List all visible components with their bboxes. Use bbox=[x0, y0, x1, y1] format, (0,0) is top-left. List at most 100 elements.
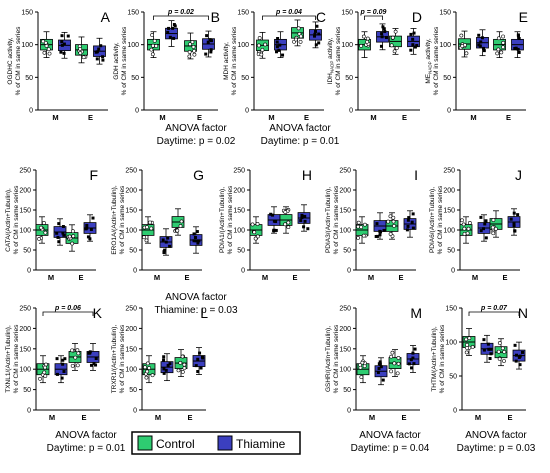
y-tick-label: 200 bbox=[125, 326, 137, 333]
point-thiamine bbox=[55, 372, 59, 376]
panel-D: 0 50 100 150 IDHNADP activity,% of CM in sam… bbox=[327, 9, 422, 122]
y-axis-label-line1: IDH bbox=[327, 73, 334, 85]
point-thiamine bbox=[60, 43, 64, 47]
point-control bbox=[37, 237, 42, 241]
point-control bbox=[392, 49, 397, 54]
y-tick-label: 0 bbox=[451, 268, 455, 275]
point-control bbox=[365, 39, 370, 44]
point-control bbox=[38, 376, 42, 381]
point-thiamine bbox=[514, 353, 518, 357]
point-thiamine bbox=[313, 32, 317, 36]
point-control bbox=[182, 362, 187, 367]
point-thiamine bbox=[172, 36, 176, 40]
point-control bbox=[151, 43, 155, 48]
point-thiamine bbox=[281, 53, 285, 57]
point-thiamine bbox=[197, 239, 201, 243]
point-thiamine bbox=[313, 34, 317, 38]
y-tick-label: 100 bbox=[233, 228, 245, 235]
sig-bracket bbox=[42, 311, 94, 316]
point-control bbox=[149, 226, 154, 231]
legend: Control Thiamine bbox=[131, 431, 301, 455]
point-control bbox=[499, 50, 504, 55]
point-thiamine bbox=[409, 48, 413, 52]
point-control bbox=[154, 44, 159, 48]
point-thiamine bbox=[63, 357, 67, 361]
point-control bbox=[359, 225, 364, 230]
point-thiamine bbox=[483, 222, 487, 226]
point-thiamine bbox=[300, 216, 304, 220]
point-control bbox=[143, 365, 147, 370]
point-thiamine bbox=[198, 351, 202, 355]
y-axis-label: GDH activity,% of CM in same series bbox=[113, 26, 128, 95]
point-thiamine bbox=[484, 219, 488, 223]
x-tick-label: M bbox=[48, 273, 54, 282]
point-control bbox=[78, 46, 83, 51]
y-tick-label: 250 bbox=[19, 306, 31, 313]
point-thiamine bbox=[407, 362, 411, 366]
x-tick-label: E bbox=[507, 413, 512, 422]
y-tick-label: 100 bbox=[443, 228, 455, 235]
point-thiamine bbox=[411, 43, 415, 47]
y-axis-label: MDH activity,% of CM in same series bbox=[223, 26, 238, 95]
legend-label-thiamine: Thiamine bbox=[236, 437, 286, 451]
point-control bbox=[191, 44, 196, 49]
point-control bbox=[466, 226, 471, 231]
anova-note-line1: ANOVA factor bbox=[359, 430, 421, 441]
y-tick-label: 100 bbox=[237, 42, 249, 49]
sig-label: p = 0.07 bbox=[480, 305, 508, 312]
point-control bbox=[286, 220, 291, 225]
point-control bbox=[389, 43, 394, 48]
y-tick-label: 250 bbox=[233, 168, 245, 175]
point-control bbox=[43, 365, 47, 370]
point-thiamine bbox=[509, 217, 513, 221]
point-thiamine bbox=[516, 47, 520, 51]
x-tick-label: E bbox=[402, 113, 407, 122]
point-thiamine bbox=[172, 23, 176, 27]
point-thiamine bbox=[380, 35, 384, 39]
y-tick-label: 150 bbox=[127, 10, 139, 17]
point-control bbox=[190, 40, 195, 44]
point-thiamine bbox=[482, 49, 486, 53]
y-tick-label: 0 bbox=[245, 108, 249, 115]
point-control bbox=[390, 350, 395, 355]
x-tick-label: M bbox=[154, 273, 160, 282]
y-tick-label: 50 bbox=[449, 374, 457, 381]
y-axis-label-line1: OGDHC activity, bbox=[7, 37, 14, 84]
point-control bbox=[294, 37, 298, 42]
point-thiamine bbox=[162, 371, 166, 375]
y-tick-label: 250 bbox=[125, 168, 137, 175]
point-thiamine bbox=[205, 34, 209, 38]
point-thiamine bbox=[275, 45, 279, 49]
point-control bbox=[496, 349, 501, 354]
point-control bbox=[396, 361, 401, 366]
y-axis-label: ERO1A/(Actin+Tubulin),% of CM in same se… bbox=[111, 185, 126, 255]
y-axis-label-line1: PDIA1/(Actin+Tubulin), bbox=[219, 187, 226, 253]
point-control bbox=[360, 360, 365, 365]
point-thiamine bbox=[272, 228, 276, 232]
point-thiamine bbox=[413, 45, 417, 49]
y-tick-label: 0 bbox=[453, 408, 457, 415]
point-control bbox=[356, 236, 361, 240]
x-tick-label: E bbox=[197, 113, 202, 122]
point-thiamine bbox=[164, 240, 168, 244]
point-thiamine bbox=[512, 224, 516, 228]
point-thiamine bbox=[57, 240, 61, 244]
x-tick-label: E bbox=[401, 413, 406, 422]
point-thiamine bbox=[313, 29, 317, 33]
point-control bbox=[496, 47, 501, 52]
point-control bbox=[67, 234, 72, 239]
point-thiamine bbox=[168, 35, 172, 39]
point-thiamine bbox=[378, 233, 382, 237]
y-axis-label: THTM/(Actin+Tubulin),% of CM in same ser… bbox=[431, 324, 446, 393]
point-thiamine bbox=[55, 357, 59, 361]
panel-letter: B bbox=[211, 9, 220, 25]
point-control bbox=[394, 46, 399, 50]
point-thiamine bbox=[406, 218, 410, 222]
point-control bbox=[462, 232, 467, 236]
point-thiamine bbox=[410, 220, 414, 224]
point-control bbox=[76, 351, 81, 356]
point-thiamine bbox=[300, 213, 304, 217]
point-control bbox=[460, 44, 465, 48]
